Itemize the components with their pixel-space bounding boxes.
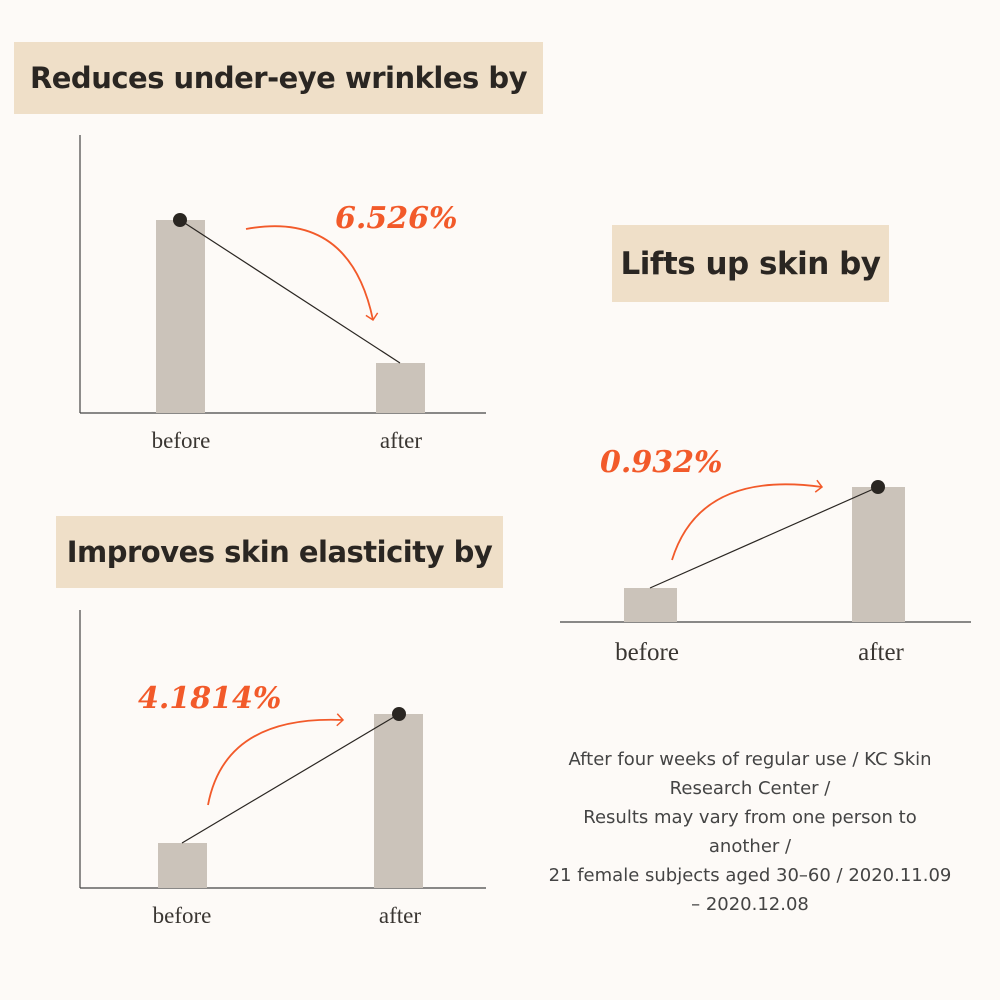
footnote: After four weeks of regular use / KC Ski… [520, 745, 980, 919]
category-label-before: before [152, 428, 211, 453]
footnote-line: Research Center / [669, 778, 831, 799]
change-label: 6.526% [335, 201, 457, 236]
trend-line [179, 219, 401, 364]
chart-title-wrinkles: Reduces under-eye wrinkles by [14, 42, 543, 114]
bar-before [158, 843, 207, 888]
chart-title-lift: Lifts up skin by [612, 225, 889, 302]
category-label-after: after [380, 428, 422, 453]
chart-lift: 0.932% before after [560, 445, 971, 666]
curved-arrow-icon [207, 713, 345, 806]
bar-before [624, 588, 677, 622]
category-label-after: after [379, 903, 421, 928]
bar-after [374, 714, 423, 888]
curved-arrow-icon [245, 225, 379, 322]
bar-before [156, 220, 205, 413]
after-dot [871, 480, 885, 494]
change-label: 0.932% [600, 445, 722, 480]
category-label-before: before [153, 903, 212, 928]
footnote-line: After four weeks of regular use / KC Ski… [568, 749, 932, 770]
before-dot [173, 213, 187, 227]
footnote-line: 21 female subjects aged 30–60 / 2020.11.… [548, 865, 952, 886]
curved-arrow-icon [671, 479, 824, 561]
category-label-after: after [858, 639, 904, 666]
footnote-line: – 2020.12.08 [691, 894, 809, 915]
chart-elasticity: 4.1814% before after [79, 610, 486, 928]
trend-line [181, 713, 400, 844]
bar-after [852, 487, 905, 622]
trend-line [649, 486, 879, 589]
footnote-line: another / [708, 836, 792, 857]
after-dot [392, 707, 406, 721]
chart-title-elasticity: Improves skin elasticity by [56, 516, 503, 588]
chart-wrinkles: 6.526% before after [79, 135, 486, 453]
change-label: 4.1814% [138, 681, 281, 716]
footnote-line: Results may vary from one person to [583, 807, 917, 828]
category-label-before: before [615, 639, 679, 666]
bar-after [376, 363, 425, 413]
